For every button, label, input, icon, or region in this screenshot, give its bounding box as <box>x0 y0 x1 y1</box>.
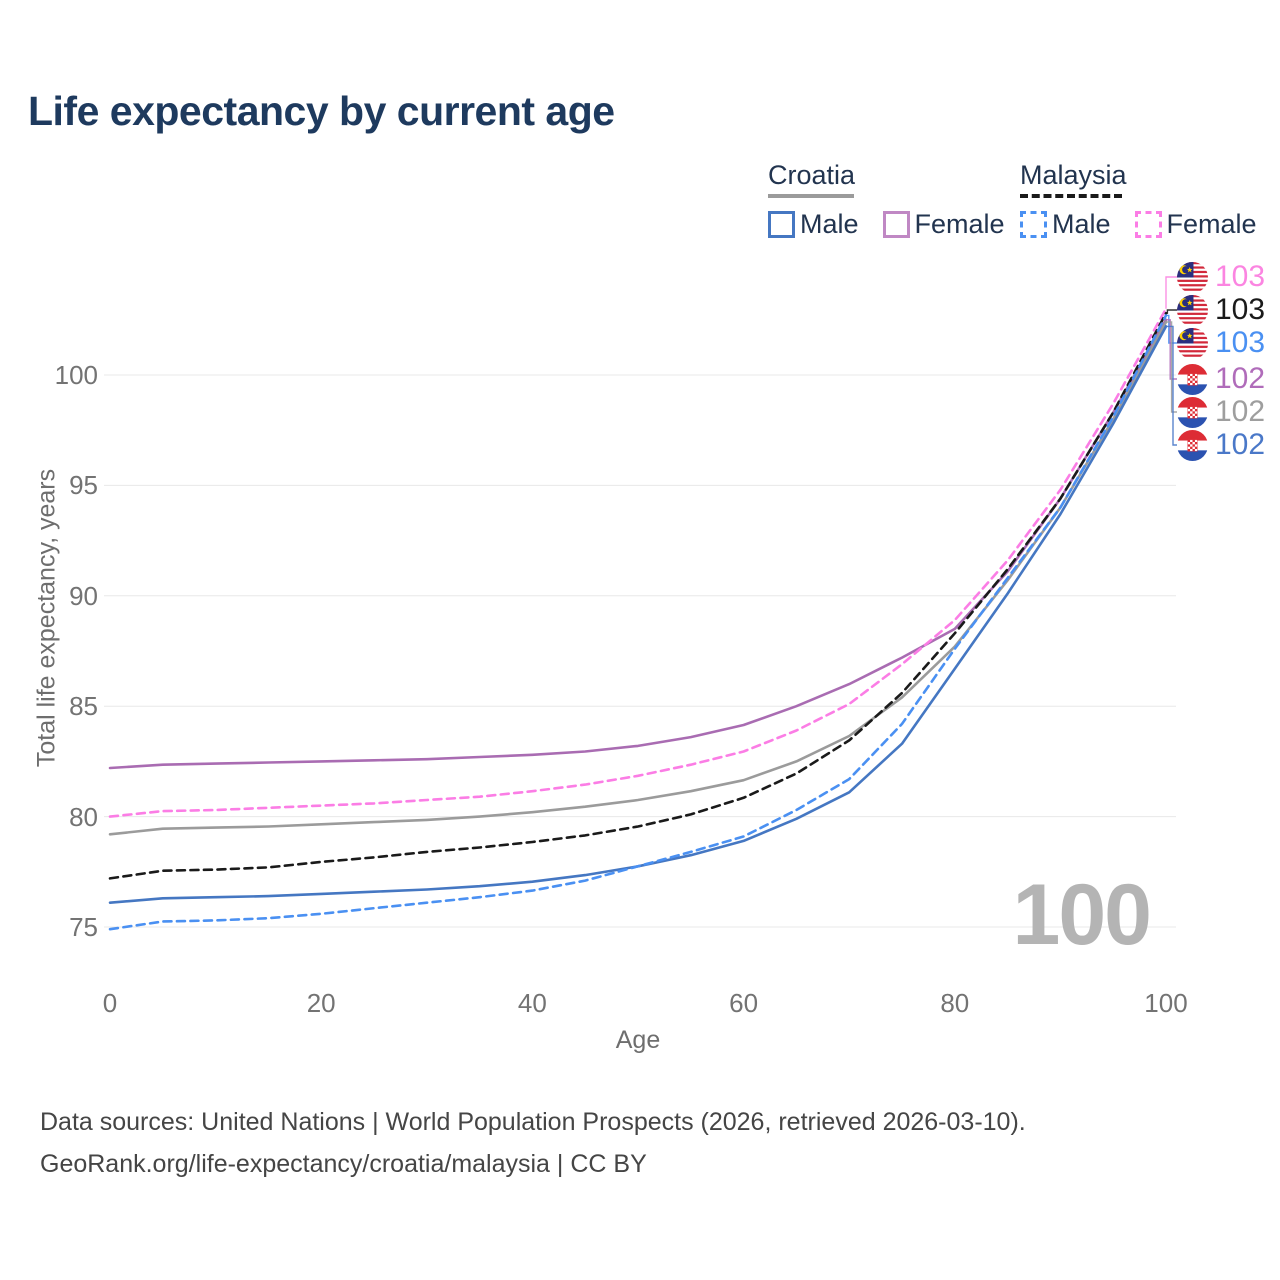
y-tick-label: 80 <box>69 801 98 832</box>
y-tick-label: 100 <box>54 360 98 390</box>
end-label-value: 103 <box>1215 326 1266 359</box>
end-label-row: 103 <box>1177 261 1265 293</box>
croatia-female-swatch-icon <box>882 211 910 238</box>
end-label-value: 103 <box>1215 293 1266 326</box>
end-label-row: 103 <box>1177 294 1265 326</box>
end-label-row: 102 <box>1177 396 1265 428</box>
data-source-note: Data sources: United Nations | World Pop… <box>40 1108 1026 1136</box>
x-tick-label: 40 <box>517 988 547 1018</box>
malaysia-female-swatch-icon <box>1134 211 1162 238</box>
y-axis-title: Total life expectancy, years <box>32 468 61 768</box>
legend-item-malaysia-female[interactable]: Female <box>1134 209 1257 240</box>
end-label-value: 102 <box>1215 395 1266 428</box>
x-axis-title: Age <box>615 1026 661 1054</box>
end-label-row: 102 <box>1177 429 1265 461</box>
legend-header-malaysia[interactable]: Malaysia <box>1020 160 1127 190</box>
end-label-connectors <box>1165 276 1177 446</box>
legend-item-malaysia-male[interactable]: Male <box>1020 209 1111 240</box>
y-tick-label: 95 <box>69 470 98 501</box>
series-lines <box>108 307 1168 931</box>
end-label-row: 103 <box>1177 327 1265 359</box>
legend-item-croatia-female[interactable]: Female <box>882 209 1005 240</box>
malaysia-flag-icon <box>1177 262 1208 293</box>
legend-line-sample-malaysia <box>1020 194 1122 198</box>
legend-group-malaysia: Malaysia Male Female <box>1020 160 1257 240</box>
croatia-flag-icon <box>1177 430 1208 461</box>
end-label-row: 102 <box>1177 363 1265 395</box>
malaysia-flag-icon <box>1177 328 1208 359</box>
end-label-value: 102 <box>1215 362 1266 395</box>
attribution-note: GeoRank.org/life-expectancy/croatia/mala… <box>40 1150 647 1178</box>
legend-line-sample-croatia <box>768 194 854 198</box>
series-line-croatia-female[interactable] <box>108 318 1168 770</box>
malaysia-male-swatch-icon <box>1020 211 1047 238</box>
legend-group-croatia: Croatia Male Female <box>768 160 1005 240</box>
series-line-malaysia-both-sexes[interactable] <box>108 311 1168 880</box>
legend-header-croatia[interactable]: Croatia <box>768 160 856 190</box>
chart-title: Life expectancy by current age <box>28 88 615 134</box>
x-tick-label: 0 <box>102 988 118 1018</box>
croatia-male-swatch-icon <box>768 211 795 238</box>
legend-label: Female <box>1166 209 1257 239</box>
x-tick-label: 60 <box>729 988 759 1018</box>
y-tick-label: 85 <box>69 691 98 722</box>
end-label-value: 102 <box>1215 428 1266 461</box>
malaysia-flag-icon <box>1177 295 1208 326</box>
legend-item-croatia-male[interactable]: Male <box>768 209 859 240</box>
gridlines <box>104 374 1176 928</box>
legend-label: Male <box>800 209 859 239</box>
end-label-value: 103 <box>1215 260 1266 293</box>
x-tick-label: 80 <box>940 988 970 1018</box>
croatia-flag-icon <box>1177 397 1208 428</box>
croatia-flag-icon <box>1177 364 1208 395</box>
x-tick-label: 100 <box>1144 988 1188 1018</box>
y-tick-label: 90 <box>69 580 98 611</box>
series-line-malaysia-male[interactable] <box>108 314 1168 931</box>
age-watermark: 100 <box>1012 867 1153 963</box>
y-tick-label: 75 <box>69 912 98 942</box>
series-line-malaysia-female[interactable] <box>108 307 1168 818</box>
legend-label: Male <box>1052 209 1111 239</box>
legend-label: Female <box>914 209 1005 239</box>
x-tick-label: 20 <box>306 988 336 1018</box>
